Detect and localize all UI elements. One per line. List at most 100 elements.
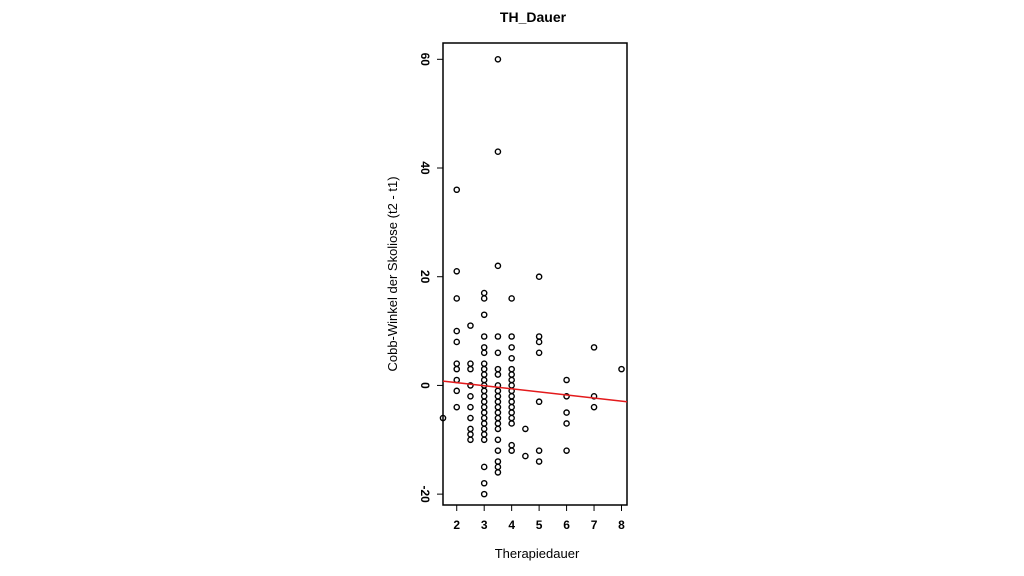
data-point (508, 371, 515, 378)
y-tick-label: 20 (418, 270, 432, 284)
data-point (535, 338, 543, 346)
x-axis: 2 3 4 5 6 7 8 (453, 505, 625, 532)
data-point (494, 56, 502, 63)
data-point (494, 333, 502, 340)
data-point (508, 414, 515, 422)
data-point (508, 382, 515, 389)
data-point (453, 327, 461, 335)
data-point (508, 333, 515, 340)
x-tick-label: 5 (536, 518, 543, 532)
data-point (480, 333, 488, 340)
x-axis-label: Therapiedauer (495, 546, 580, 561)
data-point (480, 365, 488, 373)
data-point (480, 431, 488, 438)
data-point (480, 409, 488, 416)
data-points (439, 56, 625, 498)
data-point (480, 295, 488, 302)
data-point (494, 398, 502, 406)
data-point (508, 295, 515, 302)
data-point (494, 458, 502, 465)
y-tick-label: 40 (418, 161, 432, 175)
data-point (535, 398, 543, 406)
data-point (480, 403, 488, 411)
data-point (494, 392, 502, 400)
data-point (480, 479, 488, 487)
data-point (453, 186, 461, 194)
x-tick-label: 8 (618, 518, 625, 532)
data-point (494, 425, 502, 433)
data-point (480, 420, 488, 427)
data-point (480, 289, 488, 297)
data-point (453, 267, 461, 275)
data-point (522, 452, 529, 460)
data-point (563, 409, 570, 416)
data-point (494, 387, 502, 395)
data-point (494, 436, 502, 444)
y-tick-label: -20 (418, 485, 432, 503)
data-point (563, 376, 570, 384)
x-tick-label: 4 (508, 518, 515, 532)
data-point (480, 436, 488, 444)
data-point (535, 333, 543, 340)
data-point (563, 447, 570, 454)
y-tick-label: 60 (418, 53, 432, 67)
data-point (480, 344, 488, 351)
data-point (467, 414, 474, 422)
data-point (590, 392, 598, 400)
data-point (494, 403, 502, 411)
data-point (535, 349, 543, 357)
data-point (467, 360, 474, 367)
y-axis-label: Cobb-Winkel der Skoliose (t2 - t1) (385, 176, 400, 371)
data-point (467, 382, 474, 389)
data-point (480, 360, 488, 367)
data-point (535, 458, 543, 465)
data-point (467, 431, 474, 438)
data-point (453, 360, 461, 367)
data-point (480, 425, 488, 433)
data-point (480, 387, 488, 395)
data-point (494, 469, 502, 476)
data-point (480, 414, 488, 422)
data-point (453, 387, 461, 395)
data-point (535, 447, 543, 454)
data-point (494, 414, 502, 422)
data-point (494, 463, 502, 471)
data-point (618, 365, 625, 373)
data-point (453, 365, 461, 373)
x-tick-label: 3 (481, 518, 488, 532)
x-tick-label: 2 (453, 518, 460, 532)
data-point (508, 420, 515, 427)
data-point (563, 392, 570, 400)
x-tick-label: 7 (591, 518, 598, 532)
data-point (467, 322, 474, 329)
data-point (480, 463, 488, 471)
regression-line (442, 380, 628, 403)
data-point (535, 273, 543, 281)
data-point (453, 403, 461, 411)
data-point (494, 420, 502, 427)
data-point (467, 436, 474, 444)
data-point (480, 349, 488, 357)
y-tick-label: 0 (418, 382, 432, 389)
data-point (563, 420, 570, 427)
x-tick-label: 6 (563, 518, 570, 532)
data-point (467, 403, 474, 411)
data-point (590, 344, 598, 351)
data-point (508, 376, 515, 384)
data-point (480, 311, 488, 319)
data-point (480, 371, 488, 378)
data-point (439, 414, 447, 422)
data-point (480, 490, 488, 498)
data-point (480, 398, 488, 406)
data-point (453, 338, 461, 346)
data-point (494, 447, 502, 454)
data-point (467, 365, 474, 373)
data-point (467, 392, 474, 400)
data-point (508, 403, 515, 411)
data-point (508, 365, 515, 373)
data-point (453, 295, 461, 302)
data-point (494, 409, 502, 416)
data-point (494, 148, 502, 156)
chart-title: TH_Dauer (500, 9, 567, 25)
data-point (508, 441, 515, 449)
